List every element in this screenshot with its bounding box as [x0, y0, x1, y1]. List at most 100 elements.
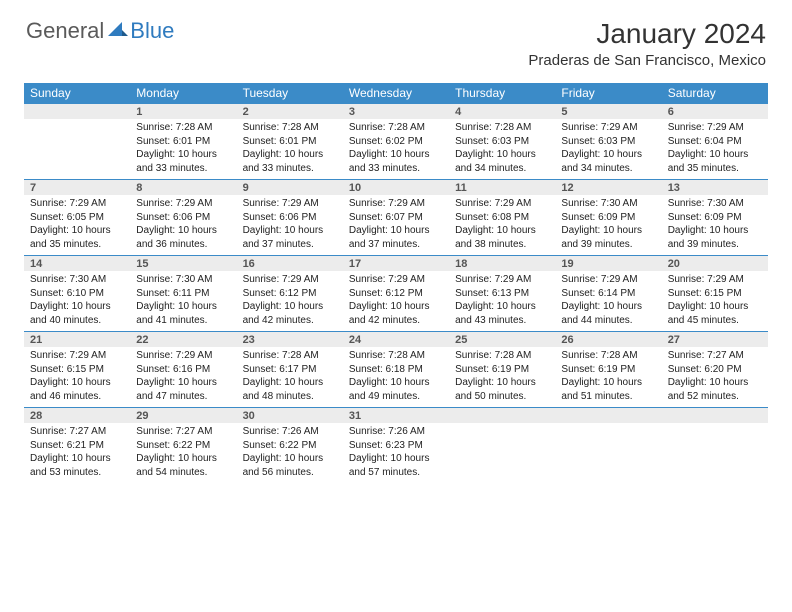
sunrise-line: Sunrise: 7:29 AM: [561, 121, 655, 135]
sunrise-line: Sunrise: 7:26 AM: [243, 425, 337, 439]
day-content-cell: Sunrise: 7:30 AMSunset: 6:10 PMDaylight:…: [24, 271, 130, 332]
sunset-line: Sunset: 6:06 PM: [243, 211, 337, 225]
daylight-line: Daylight: 10 hours and 38 minutes.: [455, 224, 549, 251]
day-content-cell: Sunrise: 7:28 AMSunset: 6:17 PMDaylight:…: [237, 347, 343, 408]
daylight-line: Daylight: 10 hours and 34 minutes.: [455, 148, 549, 175]
day-number-cell: 13: [662, 180, 768, 196]
day-number-cell: 20: [662, 256, 768, 272]
day-content-cell: Sunrise: 7:27 AMSunset: 6:21 PMDaylight:…: [24, 423, 130, 483]
sunrise-line: Sunrise: 7:29 AM: [561, 273, 655, 287]
day-number-cell: 8: [130, 180, 236, 196]
day-content-cell: Sunrise: 7:29 AMSunset: 6:15 PMDaylight:…: [662, 271, 768, 332]
sunrise-line: Sunrise: 7:30 AM: [561, 197, 655, 211]
day-number-cell: 21: [24, 332, 130, 348]
day-content-cell: Sunrise: 7:27 AMSunset: 6:20 PMDaylight:…: [662, 347, 768, 408]
day-content-cell: Sunrise: 7:26 AMSunset: 6:22 PMDaylight:…: [237, 423, 343, 483]
sunset-line: Sunset: 6:06 PM: [136, 211, 230, 225]
calendar-table: Sunday Monday Tuesday Wednesday Thursday…: [24, 83, 768, 483]
day-number-cell: 9: [237, 180, 343, 196]
day-content-cell: [449, 423, 555, 483]
daylight-line: Daylight: 10 hours and 44 minutes.: [561, 300, 655, 327]
weekday-header: Friday: [555, 83, 661, 104]
sunset-line: Sunset: 6:11 PM: [136, 287, 230, 301]
weekday-header: Sunday: [24, 83, 130, 104]
day-content-cell: Sunrise: 7:29 AMSunset: 6:07 PMDaylight:…: [343, 195, 449, 256]
sunset-line: Sunset: 6:18 PM: [349, 363, 443, 377]
day-content-cell: Sunrise: 7:28 AMSunset: 6:02 PMDaylight:…: [343, 119, 449, 180]
daylight-line: Daylight: 10 hours and 52 minutes.: [668, 376, 762, 403]
day-content-cell: Sunrise: 7:29 AMSunset: 6:05 PMDaylight:…: [24, 195, 130, 256]
logo-general: General: [26, 18, 104, 44]
day-content-cell: Sunrise: 7:28 AMSunset: 6:01 PMDaylight:…: [237, 119, 343, 180]
day-number-cell: 1: [130, 104, 236, 120]
day-content-cell: Sunrise: 7:28 AMSunset: 6:03 PMDaylight:…: [449, 119, 555, 180]
sunrise-line: Sunrise: 7:29 AM: [349, 197, 443, 211]
sunset-line: Sunset: 6:13 PM: [455, 287, 549, 301]
sunrise-line: Sunrise: 7:28 AM: [136, 121, 230, 135]
sunrise-line: Sunrise: 7:29 AM: [30, 349, 124, 363]
daylight-line: Daylight: 10 hours and 34 minutes.: [561, 148, 655, 175]
sunrise-line: Sunrise: 7:28 AM: [455, 349, 549, 363]
sunrise-line: Sunrise: 7:29 AM: [349, 273, 443, 287]
sunrise-line: Sunrise: 7:27 AM: [136, 425, 230, 439]
sunset-line: Sunset: 6:01 PM: [136, 135, 230, 149]
daylight-line: Daylight: 10 hours and 35 minutes.: [30, 224, 124, 251]
day-content-cell: Sunrise: 7:29 AMSunset: 6:04 PMDaylight:…: [662, 119, 768, 180]
weekday-header: Saturday: [662, 83, 768, 104]
day-content-cell: Sunrise: 7:29 AMSunset: 6:15 PMDaylight:…: [24, 347, 130, 408]
daylight-line: Daylight: 10 hours and 37 minutes.: [243, 224, 337, 251]
sunset-line: Sunset: 6:15 PM: [30, 363, 124, 377]
day-number-cell: 29: [130, 408, 236, 424]
day-number-cell: 3: [343, 104, 449, 120]
sunset-line: Sunset: 6:04 PM: [668, 135, 762, 149]
sunrise-line: Sunrise: 7:27 AM: [668, 349, 762, 363]
sunset-line: Sunset: 6:03 PM: [561, 135, 655, 149]
day-content-cell: Sunrise: 7:29 AMSunset: 6:16 PMDaylight:…: [130, 347, 236, 408]
sunrise-line: Sunrise: 7:29 AM: [455, 197, 549, 211]
day-number-cell: 24: [343, 332, 449, 348]
day-number-cell: 4: [449, 104, 555, 120]
sunset-line: Sunset: 6:09 PM: [668, 211, 762, 225]
daylight-line: Daylight: 10 hours and 35 minutes.: [668, 148, 762, 175]
daylight-line: Daylight: 10 hours and 39 minutes.: [668, 224, 762, 251]
daylight-line: Daylight: 10 hours and 57 minutes.: [349, 452, 443, 479]
sunset-line: Sunset: 6:17 PM: [243, 363, 337, 377]
sunrise-line: Sunrise: 7:28 AM: [349, 121, 443, 135]
header: General Blue January 2024 Praderas de Sa…: [0, 0, 792, 75]
day-number-cell: [662, 408, 768, 424]
day-content-cell: Sunrise: 7:29 AMSunset: 6:08 PMDaylight:…: [449, 195, 555, 256]
logo: General Blue: [26, 18, 174, 44]
sunrise-line: Sunrise: 7:27 AM: [30, 425, 124, 439]
daylight-line: Daylight: 10 hours and 36 minutes.: [136, 224, 230, 251]
sunrise-line: Sunrise: 7:30 AM: [136, 273, 230, 287]
day-content-cell: Sunrise: 7:28 AMSunset: 6:19 PMDaylight:…: [449, 347, 555, 408]
day-number-cell: [555, 408, 661, 424]
sunset-line: Sunset: 6:02 PM: [349, 135, 443, 149]
sunrise-line: Sunrise: 7:29 AM: [455, 273, 549, 287]
sunrise-line: Sunrise: 7:28 AM: [243, 121, 337, 135]
day-number-cell: 12: [555, 180, 661, 196]
daynum-row: 28293031: [24, 408, 768, 424]
daynum-row: 78910111213: [24, 180, 768, 196]
sunset-line: Sunset: 6:19 PM: [561, 363, 655, 377]
daynum-row: 123456: [24, 104, 768, 120]
daynum-row: 14151617181920: [24, 256, 768, 272]
day-content-cell: Sunrise: 7:30 AMSunset: 6:09 PMDaylight:…: [662, 195, 768, 256]
day-number-cell: 5: [555, 104, 661, 120]
daylight-line: Daylight: 10 hours and 53 minutes.: [30, 452, 124, 479]
sunset-line: Sunset: 6:20 PM: [668, 363, 762, 377]
sunrise-line: Sunrise: 7:29 AM: [136, 349, 230, 363]
day-number-cell: 23: [237, 332, 343, 348]
daylight-line: Daylight: 10 hours and 43 minutes.: [455, 300, 549, 327]
daylight-line: Daylight: 10 hours and 41 minutes.: [136, 300, 230, 327]
day-number-cell: 30: [237, 408, 343, 424]
day-content-row: Sunrise: 7:30 AMSunset: 6:10 PMDaylight:…: [24, 271, 768, 332]
day-number-cell: 27: [662, 332, 768, 348]
sunset-line: Sunset: 6:03 PM: [455, 135, 549, 149]
day-content-cell: Sunrise: 7:29 AMSunset: 6:13 PMDaylight:…: [449, 271, 555, 332]
weekday-header: Wednesday: [343, 83, 449, 104]
sunset-line: Sunset: 6:09 PM: [561, 211, 655, 225]
weekday-header-row: Sunday Monday Tuesday Wednesday Thursday…: [24, 83, 768, 104]
day-number-cell: 25: [449, 332, 555, 348]
day-content-row: Sunrise: 7:27 AMSunset: 6:21 PMDaylight:…: [24, 423, 768, 483]
